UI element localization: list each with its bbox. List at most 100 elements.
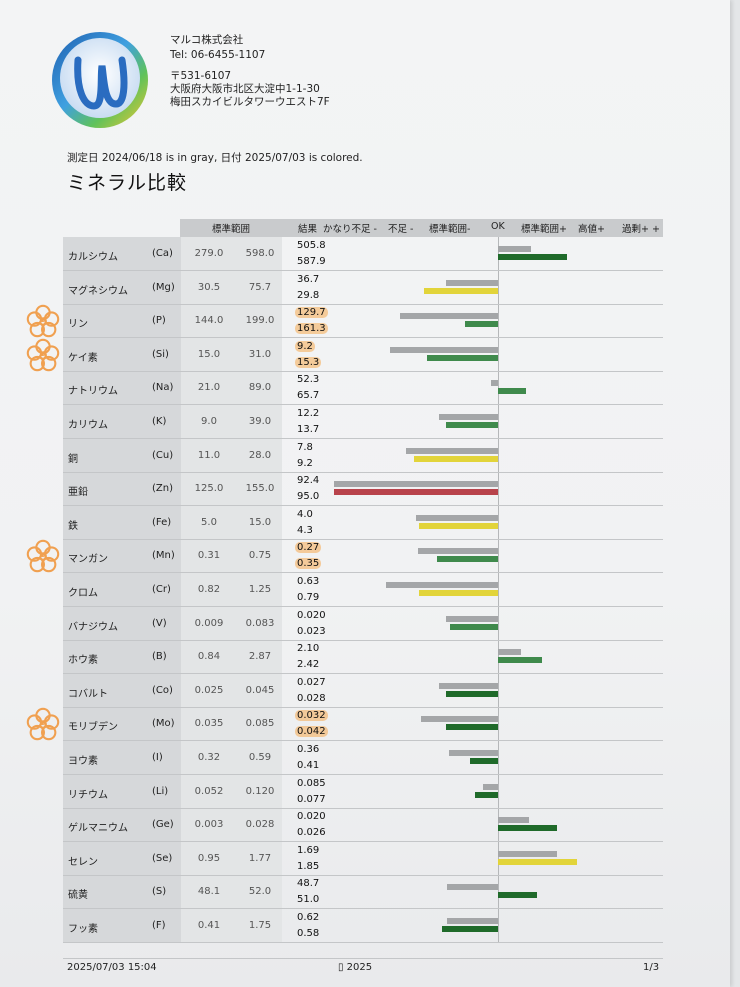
- current-level-bar: [498, 892, 538, 899]
- previous-level-bar: [447, 884, 498, 891]
- current-level-bar: [498, 254, 567, 260]
- current-level-bar: [445, 422, 498, 428]
- row-divider: [63, 908, 663, 910]
- row-divider: [63, 471, 663, 473]
- row-divider: [63, 538, 663, 540]
- mineral-symbol: (Si): [152, 348, 169, 360]
- header-high: 高値+: [578, 224, 605, 235]
- mineral-symbol: (B): [152, 651, 167, 663]
- range-high: 0.120: [245, 785, 275, 797]
- current-value: 51.0: [297, 894, 320, 906]
- mineral-symbol: (Na): [152, 382, 174, 394]
- current-level-bar: [437, 556, 498, 563]
- previous-value: 4.0: [297, 508, 313, 520]
- mineral-name: カルシウム: [68, 252, 118, 263]
- mineral-symbol: (Co): [152, 684, 173, 696]
- row-divider: [63, 303, 663, 305]
- current-value: 0.35: [295, 558, 322, 570]
- previous-value: 36.7: [297, 273, 320, 285]
- current-level-bar: [427, 354, 498, 361]
- mineral-row: リチウム (Li) 0.052 0.120 0.085 0.077: [63, 775, 728, 809]
- previous-value: 7.8: [297, 441, 313, 453]
- previous-value: 0.027: [297, 676, 326, 688]
- current-level-bar: [334, 489, 498, 496]
- range-low: 125.0: [194, 483, 224, 495]
- current-value: 0.58: [297, 928, 320, 939]
- previous-level-bar: [406, 447, 498, 454]
- mineral-name: モリブデン: [68, 722, 118, 734]
- current-level-bar: [498, 825, 558, 832]
- range-high: 2.87: [248, 651, 272, 663]
- header-very-low: かなり不足 -: [323, 224, 377, 235]
- mineral-name: 亜鉛: [68, 487, 88, 499]
- current-value: 29.8: [297, 289, 320, 301]
- mineral-name: 銅: [68, 453, 78, 465]
- header-range-minus: 標準範囲-: [429, 224, 471, 235]
- previous-value: 9.2: [295, 340, 315, 352]
- current-value: 1.85: [297, 860, 320, 872]
- row-divider: [63, 673, 663, 675]
- range-high: 598.0: [245, 248, 275, 259]
- header-result: 結果: [298, 224, 318, 235]
- previous-level-bar: [445, 279, 498, 286]
- range-high: 0.75: [248, 550, 272, 562]
- row-divider: [63, 942, 663, 943]
- mineral-label-column: [63, 237, 181, 943]
- previous-value: 505.8: [297, 240, 326, 251]
- previous-level-bar: [386, 582, 498, 588]
- company-zip: 〒531-6107: [170, 70, 232, 82]
- mineral-name: リチウム: [68, 789, 108, 801]
- row-divider: [63, 606, 663, 607]
- mineral-symbol: (Ca): [152, 248, 173, 259]
- previous-level-bar: [498, 246, 531, 252]
- range-high: 0.045: [245, 684, 275, 696]
- flower-mark-icon: [26, 338, 60, 372]
- mineral-name: ヨウ素: [68, 756, 98, 767]
- mineral-name: マグネシウム: [68, 285, 128, 297]
- current-level-bar: [414, 455, 498, 462]
- row-divider: [63, 807, 663, 809]
- flower-mark-icon: [26, 540, 60, 573]
- mineral-symbol: (Mn): [152, 550, 175, 562]
- current-level-bar: [424, 287, 498, 294]
- mineral-row: 銅 (Cu) 11.0 28.0 7.8 9.2: [63, 439, 728, 473]
- mineral-row: フッ素 (F) 0.41 1.75 0.62 0.58: [63, 909, 728, 943]
- range-low: 0.82: [197, 584, 221, 595]
- previous-value: 129.7: [295, 307, 328, 319]
- previous-level-bar: [448, 750, 498, 756]
- previous-level-bar: [416, 514, 498, 521]
- previous-level-bar: [389, 346, 498, 353]
- range-low: 9.0: [201, 416, 217, 427]
- range-high: 155.0: [245, 483, 275, 495]
- footer-center: ▯ 2025: [338, 962, 373, 973]
- current-value: 0.077: [297, 793, 326, 805]
- range-high: 1.77: [248, 852, 272, 864]
- previous-level-bar: [483, 783, 498, 790]
- mineral-row: マンガン (Mn) 0.31 0.75 0.27 0.35: [63, 539, 728, 574]
- previous-value: 2.10: [297, 643, 320, 655]
- previous-value: 0.032: [295, 710, 328, 722]
- range-low: 0.003: [194, 819, 224, 831]
- range-high: 15.0: [248, 516, 272, 528]
- footer-datetime: 2025/07/03 15:04: [67, 962, 157, 973]
- range-low: 0.95: [197, 852, 221, 864]
- previous-level-bar: [438, 682, 498, 689]
- current-value: 4.3: [297, 524, 313, 536]
- range-low: 30.5: [197, 281, 221, 293]
- company-address: 大阪府大阪市北区大淀中1-1-30: [170, 83, 320, 95]
- mineral-name: ケイ素: [68, 352, 98, 364]
- mineral-row: 鉄 (Fe) 5.0 15.0 4.0 4.3: [63, 506, 728, 540]
- row-divider: [63, 572, 663, 574]
- current-level-bar: [475, 791, 498, 798]
- previous-value: 0.62: [297, 912, 320, 923]
- mineral-row: ゲルマニウム (Ge) 0.003 0.028 0.020 0.026: [63, 808, 728, 843]
- current-value: 15.3: [295, 356, 322, 368]
- previous-level-bar: [491, 380, 498, 387]
- current-level-bar: [498, 657, 543, 664]
- mineral-row: 亜鉛 (Zn) 125.0 155.0 92.4 95.0: [63, 472, 728, 507]
- mineral-name: ゲルマニウム: [68, 823, 128, 835]
- previous-value: 0.020: [297, 811, 326, 823]
- mineral-symbol: (I): [152, 752, 163, 763]
- mineral-symbol: (Mg): [152, 281, 175, 293]
- company-name: マルコ株式会社: [170, 34, 244, 46]
